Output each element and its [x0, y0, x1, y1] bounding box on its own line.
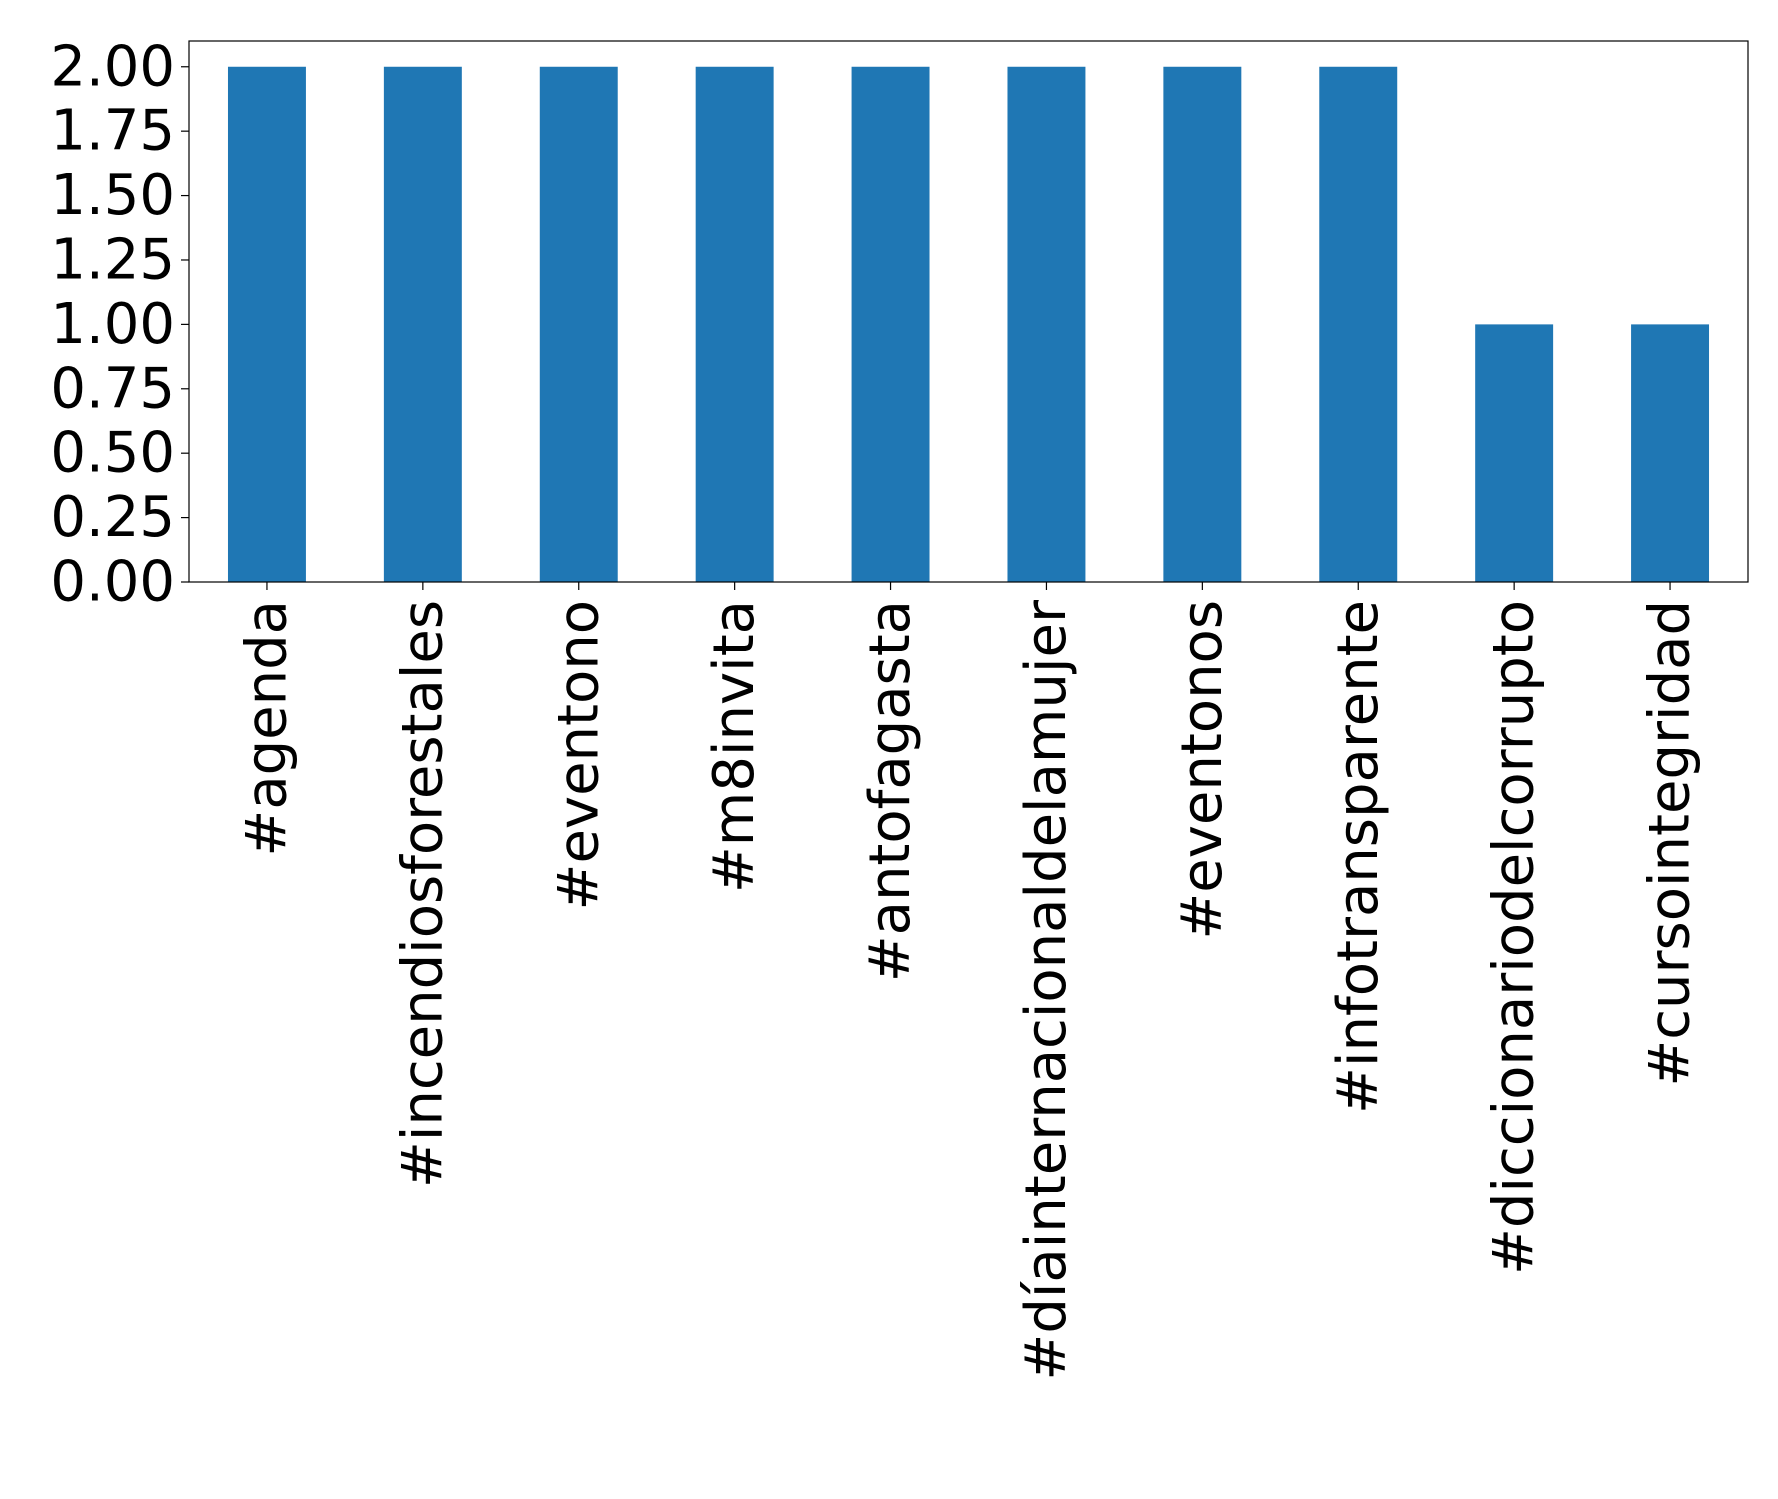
x-axis: #agenda #incendiosforestales #eventono #m8i…: [234, 582, 1703, 1381]
x-tick-label: #eventonos: [1170, 600, 1235, 940]
x-tick-label: #agenda: [234, 600, 299, 857]
y-tick-label: 2.00: [50, 34, 175, 99]
x-tick-label: #eventono: [546, 600, 611, 910]
y-tick-label: 0.00: [50, 550, 175, 615]
bar-2: [539, 66, 618, 582]
bar-9: [1631, 324, 1710, 582]
bar-6: [1163, 66, 1242, 582]
x-tick-label: #infotransparente: [1326, 600, 1391, 1114]
x-tick-label: #díainternacionaldelamujer: [1014, 599, 1079, 1381]
y-tick-label: 1.25: [50, 227, 175, 292]
y-tick-label: 0.50: [50, 421, 175, 486]
y-tick-label: 1.00: [50, 292, 175, 357]
bar-4: [851, 66, 930, 582]
bar-7: [1319, 66, 1398, 582]
bar-3: [695, 66, 774, 582]
y-tick-label: 1.50: [50, 163, 175, 228]
x-tick-label: #diccionariodelcorrupto: [1482, 600, 1547, 1275]
bar-0: [227, 66, 306, 582]
bar-1: [383, 66, 462, 582]
x-tick-label: #incendiosforestales: [390, 600, 455, 1188]
bar-8: [1475, 324, 1554, 582]
y-tick-label: 0.25: [50, 485, 175, 550]
y-tick-label: 0.75: [50, 356, 175, 421]
y-tick-label: 1.75: [50, 99, 175, 164]
x-tick-label: #m8invita: [702, 600, 767, 893]
x-tick-label: #cursointegridad: [1638, 600, 1703, 1087]
y-axis: 0.000.250.500.751.001.251.501.752.00: [50, 34, 189, 615]
bar-5: [1007, 66, 1086, 582]
plot-area-frame: [188, 40, 1749, 583]
bars-layer: [227, 66, 1710, 582]
x-tick-label: #antofagasta: [858, 600, 923, 982]
